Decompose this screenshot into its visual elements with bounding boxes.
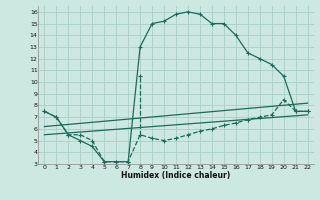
X-axis label: Humidex (Indice chaleur): Humidex (Indice chaleur) (121, 171, 231, 180)
